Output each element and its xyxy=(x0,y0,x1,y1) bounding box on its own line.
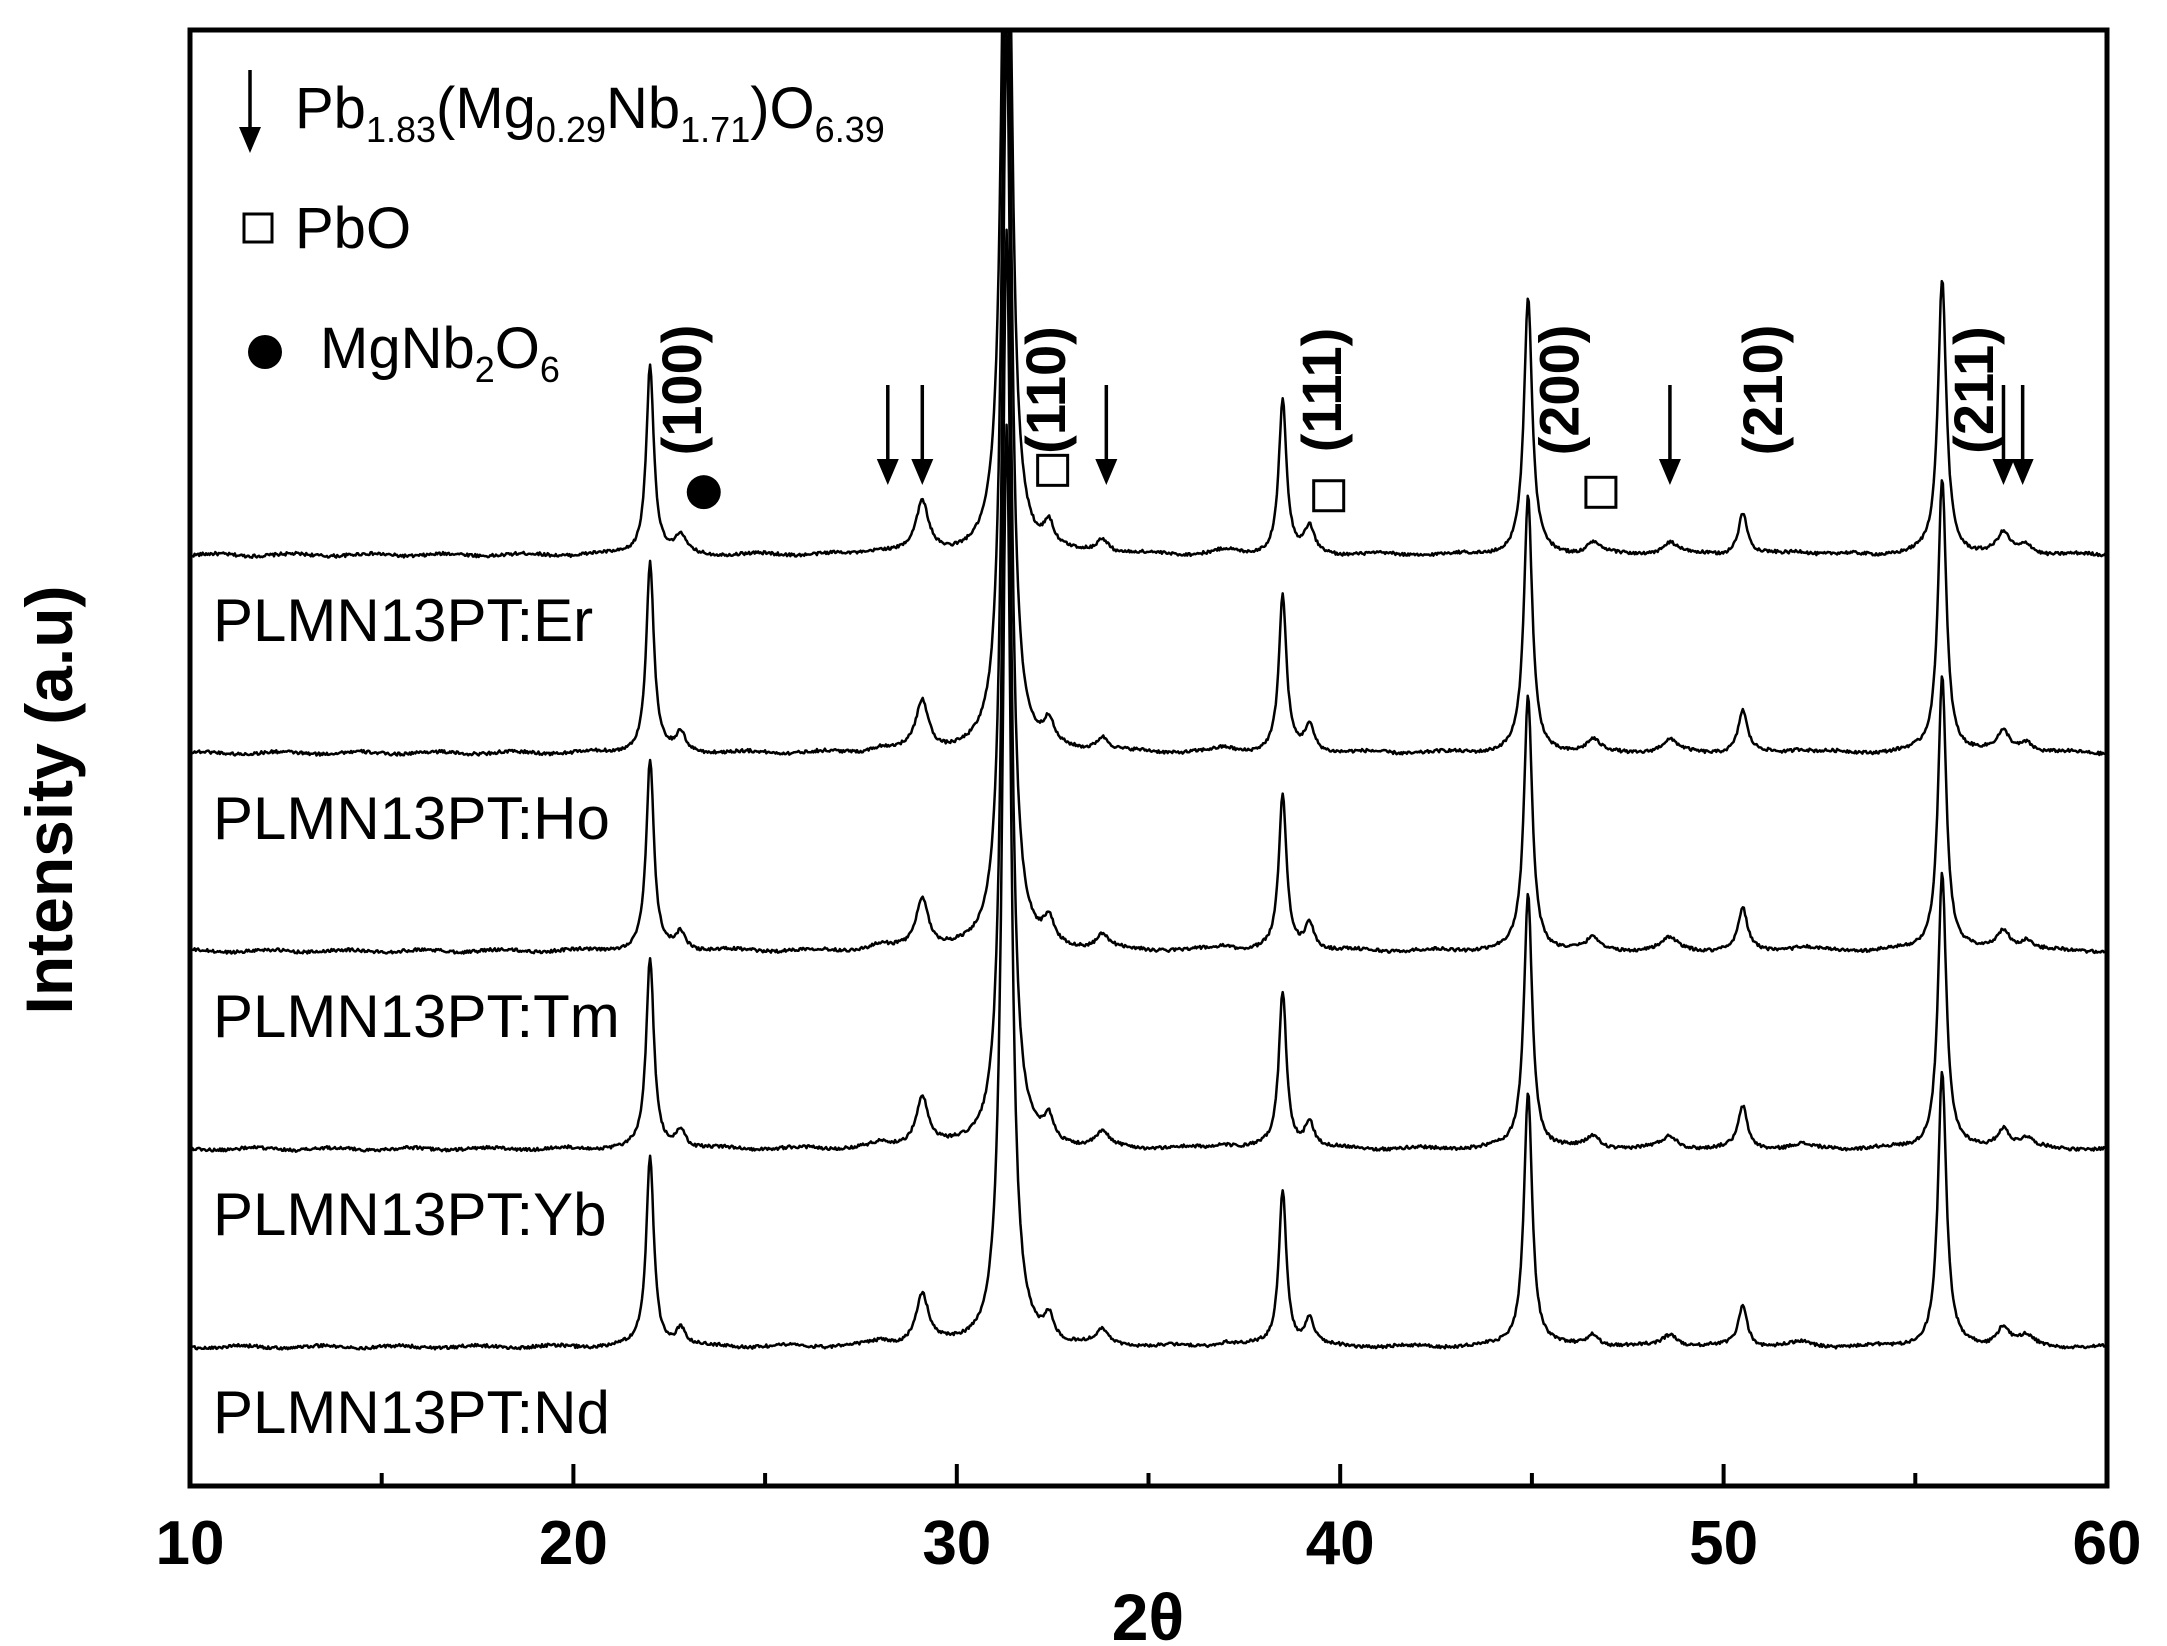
sample-label: PLMN13PT:Nd xyxy=(213,1379,610,1446)
legend-text-part: Nb xyxy=(606,76,680,141)
plot-frame xyxy=(187,27,2110,1489)
hkl-label: (210) xyxy=(1731,325,1794,456)
arrow-head xyxy=(1095,459,1118,485)
legend-arrow-icon xyxy=(239,70,261,153)
phase-arrow-marker xyxy=(2011,385,2034,485)
arrow-head xyxy=(1658,459,1681,485)
phase-markers xyxy=(686,385,2034,513)
y-axis-title: Intensity (a.u) xyxy=(12,585,86,1014)
pbo-square-marker xyxy=(1584,475,1618,509)
hkl-label: (100) xyxy=(650,325,713,456)
phase-arrow-marker xyxy=(1658,385,1681,485)
pbo-square-marker xyxy=(1312,479,1346,513)
legend-circle-icon xyxy=(248,335,282,369)
legend-text-part: (Mg xyxy=(436,76,536,141)
sample-label: PLMN13PT:Yb xyxy=(213,1181,607,1248)
legend-square-icon xyxy=(242,212,274,244)
arrow-head xyxy=(1992,459,2015,485)
legend-text-part: MgNb xyxy=(320,316,475,381)
legend-label: PbO xyxy=(295,196,411,261)
phase-arrow-marker xyxy=(1992,385,2015,485)
sample-label: PLMN13PT:Tm xyxy=(213,983,620,1050)
mgnb2o6-circle-marker xyxy=(686,475,721,510)
x-tick-label: 30 xyxy=(922,1509,991,1578)
x-tick-label: 10 xyxy=(156,1509,225,1578)
trace-plmn13pt-ho xyxy=(188,30,2107,757)
pbo-square-marker xyxy=(1036,453,1070,487)
trace-plmn13pt-yb xyxy=(189,228,2107,1153)
x-tick-label: 50 xyxy=(1689,1509,1758,1578)
legend-subscript: 0.29 xyxy=(536,109,606,150)
xrd-traces xyxy=(188,30,2108,1351)
legend-subscript: 1.71 xyxy=(680,109,750,150)
x-tick-label: 60 xyxy=(2073,1509,2142,1578)
legend-label: Pb1.83(Mg0.29Nb1.71)O6.39 xyxy=(295,76,885,150)
phase-arrow-marker xyxy=(876,385,899,485)
arrow-head xyxy=(2011,459,2034,485)
arrow-head xyxy=(911,459,934,485)
legend-text-part: PbO xyxy=(295,196,411,261)
phase-arrow-marker xyxy=(1095,385,1118,485)
arrow-head xyxy=(876,459,899,485)
legend-subscript: 6 xyxy=(540,349,560,390)
legend-entry: MgNb2O6 xyxy=(248,316,560,390)
sample-labels: PLMN13PT:Er PLMN13PT:Ho PLMN13PT:Tm PLMN13P… xyxy=(213,587,620,1446)
hkl-label: (211) xyxy=(1942,326,2005,454)
legend-text-part: Pb xyxy=(295,76,366,141)
hkl-annotations: (100) (110) (111) (200) (210) (211) xyxy=(650,325,2005,456)
hkl-label: (200) xyxy=(1528,325,1591,456)
hkl-label: (111) xyxy=(1290,328,1353,453)
sample-label: PLMN13PT:Ho xyxy=(213,785,610,852)
trace-plmn13pt-nd xyxy=(189,423,2108,1351)
legend-entry: Pb1.83(Mg0.29Nb1.71)O6.39 xyxy=(239,70,885,153)
plot-area-border xyxy=(187,27,2110,1489)
x-tick-label: 40 xyxy=(1306,1509,1375,1578)
legend-label: MgNb2O6 xyxy=(320,316,560,390)
trace-plmn13pt-tm xyxy=(189,30,2107,955)
x-tick-label: 20 xyxy=(539,1509,608,1578)
x-axis: 10 20 30 40 50 60 xyxy=(156,1464,2142,1578)
legend-subscript: 2 xyxy=(475,349,495,390)
sample-label: PLMN13PT:Er xyxy=(213,587,593,654)
arrow-head xyxy=(239,127,261,153)
legend-text-part: O xyxy=(495,316,540,381)
phase-arrow-marker xyxy=(911,385,934,485)
hkl-label: (110) xyxy=(1014,326,1077,454)
legend-entry: PbO xyxy=(242,196,411,261)
legend-subscript: 1.83 xyxy=(366,109,436,150)
legend-text-part: )O xyxy=(750,76,814,141)
x-axis-title: 2θ xyxy=(1112,1580,1184,1646)
legend-subscript: 6.39 xyxy=(815,109,885,150)
trace-plmn13pt-er xyxy=(189,30,2108,559)
